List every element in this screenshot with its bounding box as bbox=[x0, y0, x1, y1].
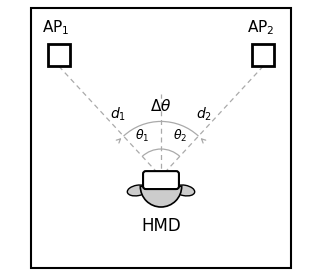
Text: $\theta_2$: $\theta_2$ bbox=[173, 128, 187, 144]
Text: $d_2$: $d_2$ bbox=[196, 105, 212, 123]
Text: $\Delta\theta$: $\Delta\theta$ bbox=[150, 98, 172, 114]
FancyBboxPatch shape bbox=[143, 171, 179, 189]
Bar bbox=[48, 44, 70, 66]
Bar bbox=[252, 44, 274, 66]
Text: $d_1$: $d_1$ bbox=[110, 105, 126, 123]
Ellipse shape bbox=[127, 185, 148, 196]
Text: AP$_1$: AP$_1$ bbox=[43, 18, 70, 37]
Text: $\theta_1$: $\theta_1$ bbox=[135, 128, 149, 144]
Text: AP$_2$: AP$_2$ bbox=[247, 18, 274, 37]
Wedge shape bbox=[140, 186, 182, 207]
Ellipse shape bbox=[174, 185, 195, 196]
Text: HMD: HMD bbox=[141, 217, 181, 235]
